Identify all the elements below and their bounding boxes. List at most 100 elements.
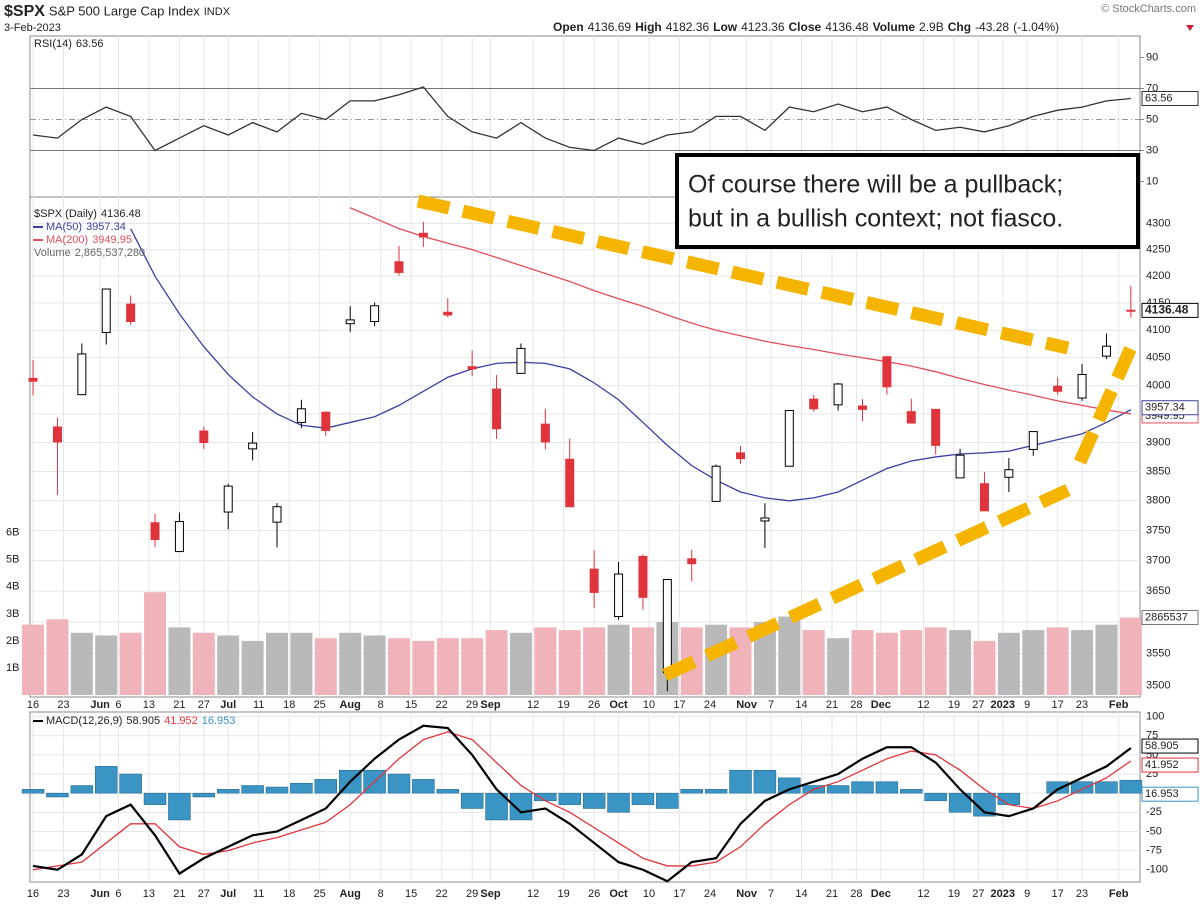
histogram-bar bbox=[826, 785, 850, 794]
x-tick-label: 11 bbox=[253, 699, 264, 711]
x-tick-label: 24 bbox=[704, 888, 716, 900]
value-tag-label: 4136.48 bbox=[1145, 303, 1189, 317]
x-tick-label: 7 bbox=[768, 699, 774, 711]
x-tick-label: 17 bbox=[1052, 699, 1064, 711]
histogram-bar bbox=[216, 789, 240, 794]
histogram-bar bbox=[485, 792, 508, 821]
x-tick-label: 8 bbox=[378, 888, 384, 900]
volume-bar bbox=[314, 638, 337, 695]
histogram-bar bbox=[875, 781, 899, 794]
trend-lines bbox=[416, 194, 1139, 681]
y-tick-label: 3900 bbox=[1146, 436, 1170, 448]
value-tag bbox=[1141, 757, 1199, 773]
volume-bar bbox=[900, 630, 923, 695]
volume-bar bbox=[339, 632, 362, 695]
histogram-bar bbox=[948, 792, 972, 813]
candle-body bbox=[736, 452, 746, 460]
volume-bar bbox=[778, 616, 801, 695]
quote-value: 4136.69 bbox=[588, 20, 632, 34]
histogram-bar bbox=[1095, 781, 1118, 794]
histogram-bar bbox=[900, 789, 923, 794]
x-tick-label: 27 bbox=[972, 888, 984, 900]
rsi-tick-label: 50 bbox=[1146, 113, 1158, 125]
candle-body bbox=[150, 522, 160, 541]
quote-label: High bbox=[635, 20, 662, 34]
x-tick-label: 29 bbox=[466, 699, 478, 711]
value-tag bbox=[1141, 90, 1199, 106]
x-tick-label: 26 bbox=[588, 888, 600, 900]
histogram-bar bbox=[704, 789, 728, 794]
candle-body bbox=[858, 405, 867, 410]
macd-tick-label: -25 bbox=[1146, 806, 1162, 818]
volume-tick-label: 3B bbox=[6, 608, 19, 620]
histogram-bar bbox=[753, 769, 777, 794]
legend-value: 3957.34 bbox=[86, 221, 126, 233]
volume-bar bbox=[70, 632, 93, 695]
volume-bar bbox=[241, 640, 264, 695]
legend-label: RSI(14) bbox=[34, 38, 72, 50]
volume-bar bbox=[95, 635, 118, 695]
histogram-bar bbox=[46, 792, 69, 798]
volume-tick-label: 2B bbox=[6, 635, 19, 647]
volume-tick-label: 1B bbox=[6, 662, 19, 674]
candle-body bbox=[565, 458, 575, 508]
quote-label: Open bbox=[553, 20, 584, 34]
legend-value: 16.953 bbox=[202, 715, 236, 727]
x-tick-label: 13 bbox=[143, 699, 155, 711]
candle-body bbox=[760, 517, 770, 522]
x-tick-label: 27 bbox=[972, 699, 984, 711]
histogram-bar bbox=[1070, 781, 1094, 794]
histogram-bar bbox=[680, 789, 703, 794]
y-tick-label: 3700 bbox=[1146, 555, 1170, 567]
x-tick-label: 28 bbox=[850, 888, 862, 900]
histogram-bar bbox=[851, 781, 874, 794]
volume-bar bbox=[949, 630, 972, 695]
value-tag-label: 3957.34 bbox=[1145, 402, 1185, 414]
candle-body bbox=[662, 579, 672, 674]
volume-tick-label: 5B bbox=[6, 554, 19, 566]
x-tick-label: Feb bbox=[1109, 699, 1129, 711]
x-tick-label: 11 bbox=[253, 888, 264, 900]
x-tick-label: 15 bbox=[405, 699, 417, 711]
volume-bar bbox=[583, 627, 606, 695]
x-tick-label: Aug bbox=[339, 699, 360, 711]
candle-body bbox=[101, 288, 111, 333]
volume-bar bbox=[1095, 624, 1118, 695]
lower-trend-line bbox=[662, 484, 1071, 681]
x-tick-label: 21 bbox=[826, 888, 838, 900]
candle-body bbox=[809, 398, 819, 410]
volume-bar bbox=[436, 638, 459, 695]
histogram-bar bbox=[973, 792, 996, 817]
x-tick-label: 12 bbox=[917, 699, 929, 711]
rsi-tick-label: 90 bbox=[1146, 51, 1158, 63]
rsi-tick-label: 30 bbox=[1146, 144, 1158, 156]
histogram-bar bbox=[558, 792, 581, 805]
candle-body bbox=[394, 261, 404, 273]
histogram-bar bbox=[387, 773, 411, 794]
x-tick-label: Aug bbox=[339, 888, 360, 900]
y-tick-label: 4050 bbox=[1146, 352, 1170, 364]
x-tick-label: 22 bbox=[436, 888, 448, 900]
volume-bar bbox=[46, 619, 69, 695]
histogram-bar bbox=[582, 792, 606, 809]
y-tick-label: 4200 bbox=[1146, 270, 1170, 282]
x-tick-label: Sep bbox=[480, 699, 500, 711]
x-tick-label: 29 bbox=[466, 888, 478, 900]
volume-bar bbox=[22, 624, 45, 695]
candle-body bbox=[28, 377, 38, 382]
x-tick-label: 13 bbox=[143, 888, 155, 900]
x-tick-label: 7 bbox=[768, 888, 774, 900]
x-tick-label: 23 bbox=[57, 699, 69, 711]
value-tag-label: 58.905 bbox=[1145, 740, 1179, 752]
x-tick-label: Sep bbox=[480, 888, 500, 900]
histogram-bar bbox=[119, 773, 142, 794]
down-arrow bbox=[1186, 25, 1194, 31]
x-tick-label: 25 bbox=[314, 888, 326, 900]
rsi-line bbox=[32, 86, 1131, 152]
y-tick-label: 3800 bbox=[1146, 495, 1170, 507]
candle-body bbox=[52, 426, 62, 443]
x-tick-label: 8 bbox=[378, 699, 384, 711]
x-tick-label: Jun bbox=[90, 888, 110, 900]
histogram-bar bbox=[1046, 781, 1069, 794]
x-tick-label: 19 bbox=[558, 888, 570, 900]
